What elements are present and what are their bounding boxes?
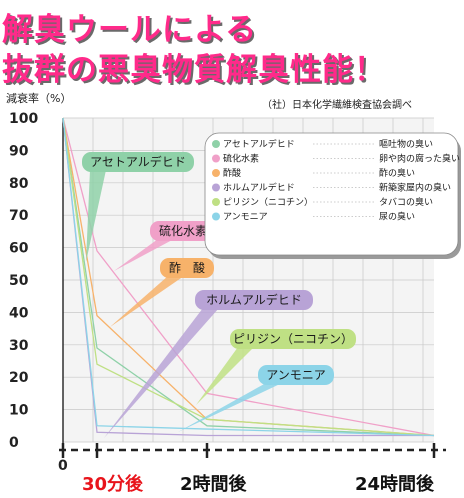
series-line	[62, 117, 435, 437]
legend-marker	[212, 198, 220, 206]
callout-pointer	[110, 276, 184, 327]
legend-series-name: ピリジン（ニコチン）	[223, 197, 313, 208]
y-tick-label: 0	[9, 435, 19, 451]
callout-pointer	[104, 308, 219, 438]
y-axis-label: 減衰率（%）	[6, 92, 72, 105]
legend-marker	[212, 140, 220, 148]
x-origin-label: 0	[58, 458, 68, 474]
page-title-line2: 抜群の悪臭物質解臭性能！	[2, 52, 386, 88]
x-tick-label: 24時間後	[355, 473, 435, 495]
page-title-line1: 解臭ウールによる	[2, 12, 258, 48]
legend-series-name: ホルムアルデヒド	[223, 182, 295, 194]
legend-marker	[212, 169, 220, 177]
y-tick-label: 20	[9, 370, 29, 386]
y-tick-label: 80	[9, 176, 29, 192]
x-tick-label: 30分後	[82, 473, 144, 495]
legend-series-name: 酢酸	[223, 167, 241, 179]
callout-label: アセトアルデヒド	[90, 154, 186, 169]
legend-marker	[212, 212, 220, 221]
callout-bubble	[258, 365, 334, 385]
y-tick-label: 10	[9, 403, 29, 419]
legend-odor-label: 尿の臭い	[379, 211, 415, 223]
legend-odor-label: タバコの臭い	[379, 196, 433, 208]
series-line	[62, 117, 435, 437]
y-tick-label: 90	[9, 143, 29, 159]
callout-label: ピリジン（ニコチン）	[233, 332, 353, 346]
source-note: （社）日本化学繊維検査協会調べ	[262, 100, 412, 111]
y-tick-label: 100	[9, 111, 38, 127]
callout-label: アンモニア	[266, 368, 326, 382]
legend-box	[204, 132, 459, 256]
legend-marker	[212, 154, 220, 163]
callout-bubble	[195, 290, 313, 310]
callout-pointer	[86, 170, 106, 262]
callout-pointer	[114, 239, 174, 271]
legend-odor-label: 酢の臭い	[379, 167, 415, 179]
legend-marker	[212, 183, 220, 192]
legend-series-name: アンモニア	[223, 213, 268, 223]
y-tick-label: 30	[9, 338, 29, 354]
callout-bubble	[82, 152, 194, 172]
legend-series-name: 硫化水素	[223, 153, 259, 165]
y-tick-label: 40	[9, 305, 29, 321]
legend-odor-label: 嘔吐物の臭い	[379, 138, 433, 150]
callout-bubble	[160, 258, 214, 278]
callout-label: 硫化水素	[159, 223, 207, 238]
y-tick-label: 50	[9, 273, 29, 289]
callout-label: ホルムアルデヒド	[206, 292, 302, 307]
callout-bubble	[150, 221, 216, 241]
legend-odor-label: 新築家屋内の臭い	[379, 182, 451, 194]
callout-bubble	[230, 329, 356, 349]
callout-pointer	[178, 383, 282, 432]
callout-label: 酢 酸	[169, 260, 205, 275]
callout-pointer	[196, 347, 254, 405]
series-line	[62, 117, 435, 437]
y-tick-label: 60	[9, 241, 29, 257]
legend-series-name: アセトアルデヒド	[223, 138, 295, 150]
series-line	[62, 117, 435, 437]
legend-odor-label: 卵や肉の腐った臭い	[379, 153, 460, 165]
x-tick-label: 2時間後	[180, 473, 248, 495]
y-tick-label: 70	[9, 208, 29, 224]
